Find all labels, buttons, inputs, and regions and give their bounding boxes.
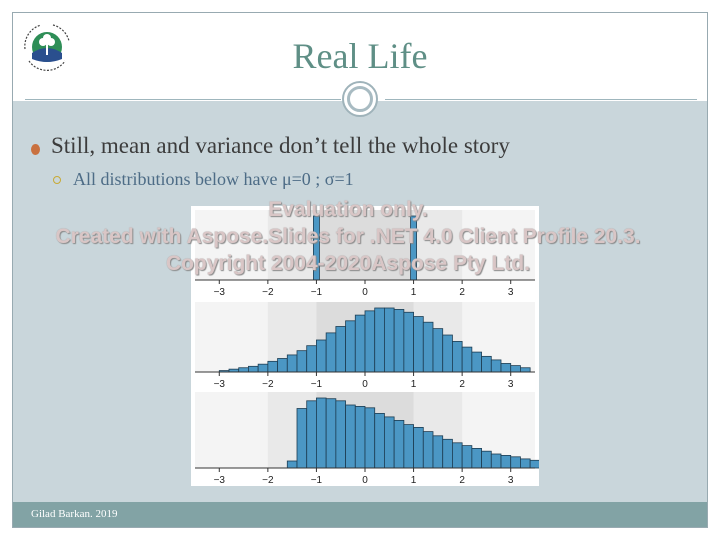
histogram-bar	[393, 419, 405, 469]
histogram-bar	[452, 341, 463, 373]
histogram-bar	[277, 358, 288, 373]
histogram-bar	[520, 458, 531, 469]
histogram-bar	[248, 365, 259, 373]
histogram-bar	[306, 400, 317, 469]
x-tick-label: 2	[459, 475, 465, 486]
histogram-bar	[403, 311, 414, 373]
histogram-bar	[410, 215, 417, 281]
histogram-bar	[286, 460, 298, 469]
histogram-bar	[461, 346, 473, 373]
histogram-bar	[364, 407, 376, 469]
footer-bar: Gilad Barkan. 2019	[13, 502, 707, 527]
histogram-bar	[345, 404, 356, 469]
histogram-figure: −3 −2 −1 0 1 2 3 −3 −2 −1 0 1 2 3 −3 −2 −1 0 1 2 3	[195, 210, 560, 486]
x-tick-label: 3	[508, 379, 514, 390]
x-tick-label: 3	[508, 475, 514, 486]
x-tick-label: 1	[411, 379, 417, 390]
histogram-bar	[267, 360, 278, 373]
academic-center-logo	[21, 21, 73, 73]
x-tick-label: 0	[362, 287, 368, 298]
x-tick-label: 0	[362, 475, 368, 486]
histogram-bar	[354, 314, 366, 373]
title-divider-left	[25, 99, 341, 100]
histogram-bar	[500, 454, 512, 469]
slide: Real Life Still, mean and variance don’t…	[12, 12, 708, 528]
histogram-bar	[413, 426, 424, 469]
x-tick-label: −1	[311, 379, 323, 390]
x-tick-label: −3	[214, 379, 226, 390]
slide-title: Real Life	[292, 36, 428, 76]
histogram-bar	[384, 416, 395, 469]
histogram-bar	[500, 363, 512, 373]
histogram-bar	[471, 351, 482, 373]
bullet-dot-icon	[31, 144, 40, 155]
histogram-bar	[481, 355, 492, 373]
x-tick-label: 1	[411, 475, 417, 486]
histogram-bar	[325, 398, 337, 469]
sub-bullet-ring-icon	[53, 176, 61, 184]
bullet-sub-text: All distributions below have μ=0 ; σ=1	[73, 169, 354, 189]
histogram-bar	[461, 445, 473, 469]
histogram-bar	[296, 408, 308, 469]
histogram-bar	[374, 412, 385, 469]
histogram-bar	[413, 316, 424, 373]
x-tick-label: 3	[508, 287, 514, 298]
divider-ring-ornament	[342, 81, 378, 117]
x-tick-label: −3	[214, 287, 226, 298]
histogram-bar	[529, 459, 541, 469]
histogram-bar	[490, 453, 502, 469]
histogram-bar	[316, 397, 327, 469]
histogram-bar	[335, 400, 346, 469]
histogram-bar	[471, 447, 482, 469]
histogram-bar	[354, 405, 366, 469]
x-tick-label: −1	[311, 475, 323, 486]
histogram-bar	[306, 345, 317, 373]
histogram-bar	[422, 321, 434, 373]
x-tick-label: 0	[362, 379, 368, 390]
histogram-panel: −3 −2 −1 0 1 2 3 −3 −2 −1 0 1 2 3 −3 −2 −1 0 1 2 3	[191, 206, 560, 486]
x-tick-label: −2	[262, 287, 274, 298]
histogram-bar	[384, 307, 395, 373]
histogram-bar	[364, 310, 376, 373]
histogram-bar	[296, 350, 308, 373]
histogram-bar	[257, 363, 269, 373]
x-tick-label: −1	[311, 287, 323, 298]
band-one-sigma	[316, 210, 414, 280]
histogram-bar	[345, 320, 356, 373]
x-tick-label: −2	[262, 379, 274, 390]
histogram-bar	[335, 326, 346, 373]
histogram-bar	[490, 359, 502, 373]
x-tick-label: 2	[459, 287, 465, 298]
x-tick-label: −3	[214, 475, 226, 486]
bullet-main-text: Still, mean and variance don’t tell the …	[51, 133, 510, 158]
histogram-bar	[238, 367, 249, 373]
title-divider-right	[385, 99, 697, 100]
x-tick-label: 1	[411, 287, 417, 298]
histogram-bar	[510, 365, 521, 373]
histogram-bar	[313, 215, 320, 281]
x-tick-label: −2	[262, 475, 274, 486]
histogram-bar	[432, 328, 444, 373]
footer-text: Gilad Barkan. 2019	[31, 508, 118, 520]
histogram-bar	[422, 431, 434, 469]
histogram-bar	[442, 334, 453, 373]
histogram-bar	[432, 435, 444, 469]
histogram-bar	[442, 438, 453, 469]
histogram-bar	[374, 307, 385, 373]
histogram-bar	[393, 309, 405, 373]
histogram-bar	[520, 367, 531, 373]
histogram-bar	[403, 424, 414, 469]
x-tick-label: 2	[459, 379, 465, 390]
histogram-bar	[286, 354, 298, 373]
histogram-bar	[510, 456, 521, 469]
histogram-bar	[452, 442, 463, 469]
histogram-bar	[325, 332, 337, 373]
histogram-bar	[481, 450, 492, 469]
histogram-bar	[316, 339, 327, 373]
